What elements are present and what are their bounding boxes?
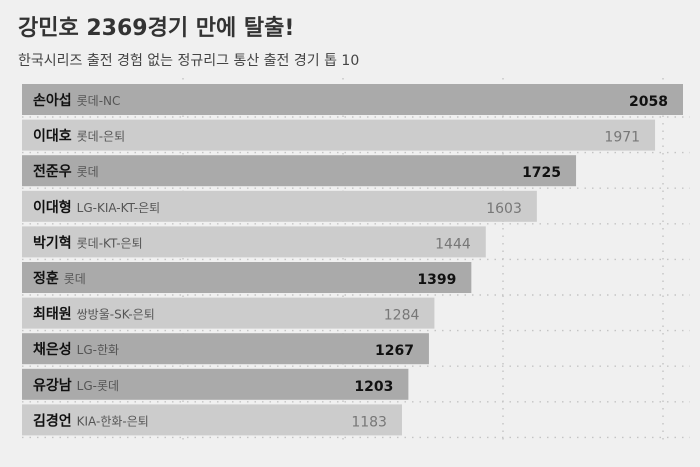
bar-label-name: 채은성	[33, 342, 72, 358]
chart-title: 강민호 2369경기 만에 탈출!	[18, 16, 295, 41]
bar-value-label: 1725	[522, 165, 561, 181]
bar-label-name: 이대호	[33, 128, 72, 145]
bar-value-label: 1399	[417, 272, 456, 288]
bar-label-team: LG-롯데	[77, 379, 119, 393]
bar	[22, 190, 537, 222]
bar-value-label: 1267	[375, 343, 414, 359]
bar-label-team: 롯데	[77, 165, 99, 179]
bar-value-label: 1603	[486, 201, 522, 217]
bar-label-team: 롯데-KT-은퇴	[77, 236, 143, 250]
bar-value-label: 2058	[629, 94, 668, 110]
bar	[22, 155, 577, 187]
bar-label-name: 정훈	[33, 270, 59, 287]
bar-label-team: 쌍방울-SK-은퇴	[77, 308, 155, 322]
bar-value-label: 1183	[351, 414, 387, 430]
bar-value-label: 1444	[435, 236, 471, 252]
bar	[22, 262, 472, 293]
bar	[22, 226, 486, 258]
bar-value-label: 1284	[384, 308, 420, 324]
bar-label-team: LG-한화	[77, 343, 119, 357]
bar-value-label: 1971	[604, 130, 640, 146]
bar	[22, 119, 656, 151]
bar	[22, 368, 409, 400]
bar-label-name: 손아섭	[33, 92, 72, 109]
bar	[22, 84, 683, 115]
bar-label-team: 롯데	[64, 272, 86, 286]
bar-label-name: 박기혁	[33, 234, 72, 251]
bar-label-name: 최태원	[33, 307, 72, 323]
bar-label-team: 롯데-NC	[77, 94, 121, 108]
bar-label-name: 유강남	[33, 377, 72, 394]
chart-subtitle: 한국시리즈 출전 경험 없는 정규리그 통산 출전 경기 톱 10	[18, 53, 360, 69]
bar-value-label: 1203	[354, 379, 393, 395]
bar	[22, 297, 435, 329]
bar	[22, 333, 429, 365]
bar-label-name: 이대형	[33, 199, 72, 216]
bar-label-team: LG-KIA-KT-은퇴	[77, 201, 161, 215]
bar	[22, 404, 402, 436]
bar-label-name: 김경언	[33, 412, 72, 429]
bar-label-team: 롯데-은퇴	[77, 130, 126, 144]
bar-label-team: KIA-한화-은퇴	[77, 414, 149, 428]
bar-label-name: 전준우	[33, 163, 72, 180]
